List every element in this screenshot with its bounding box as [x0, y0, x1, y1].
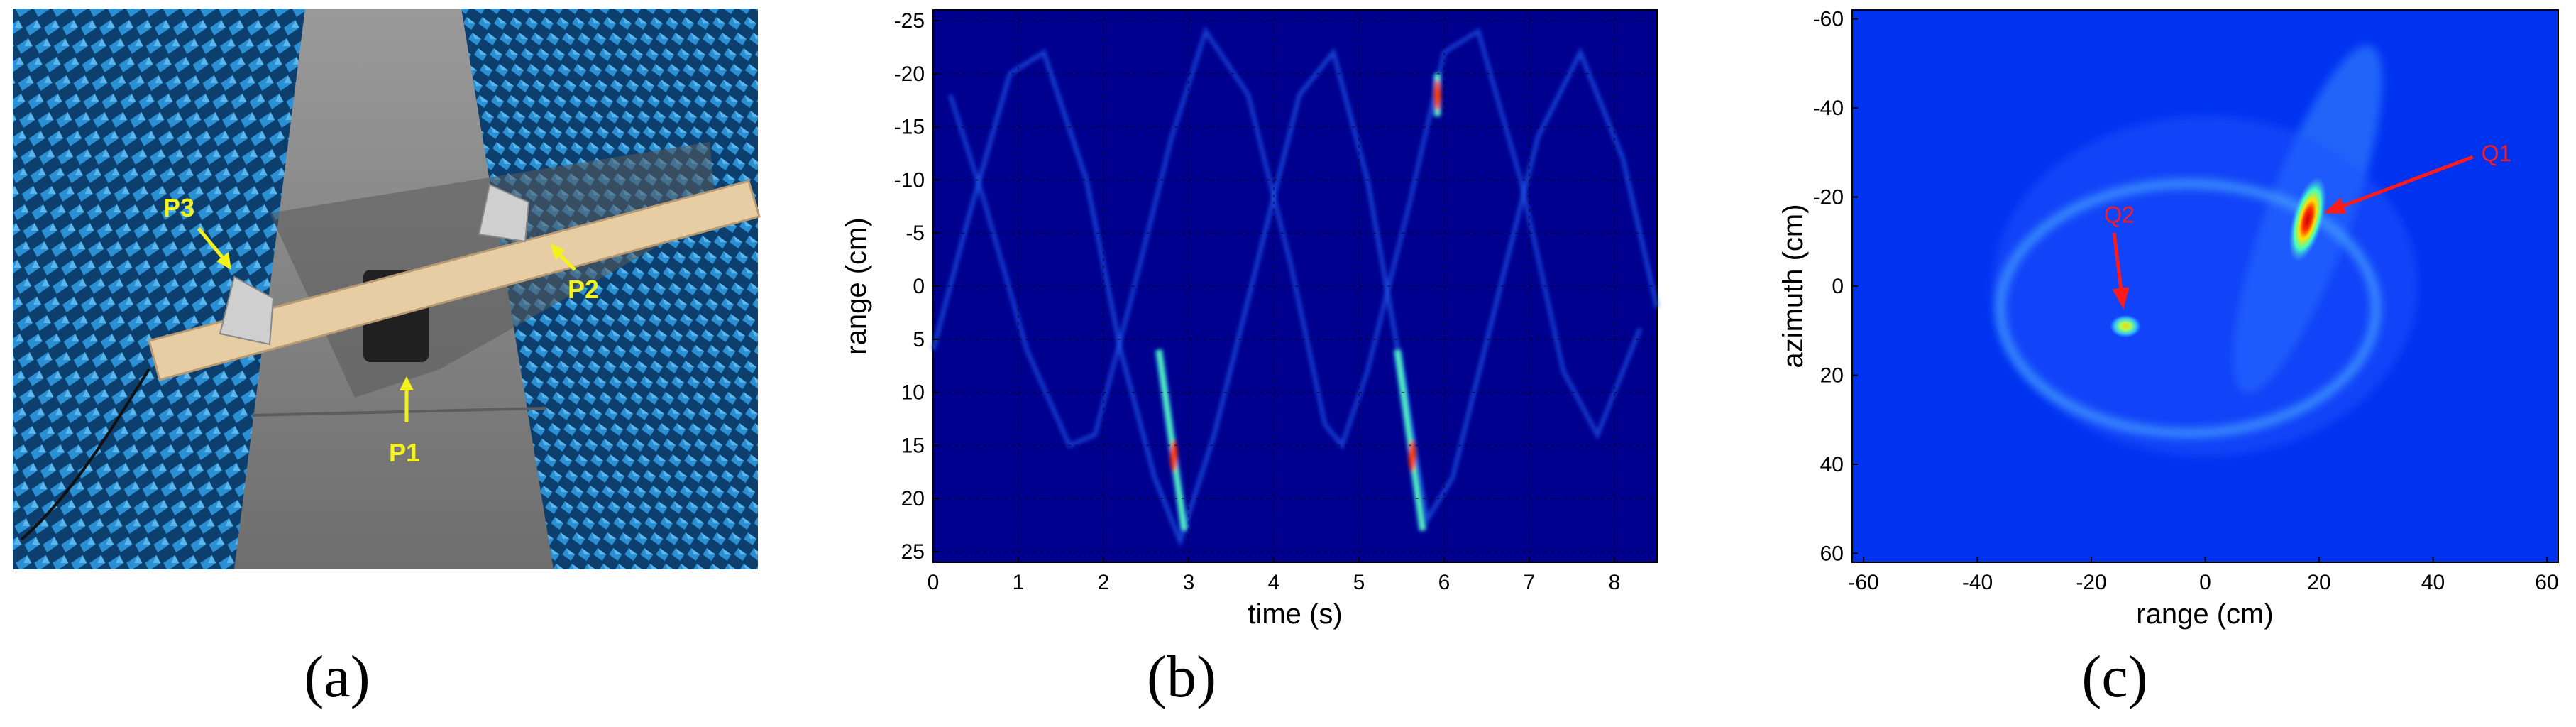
reflector-p3 — [219, 275, 275, 346]
y-axis-label: range (cm) — [841, 217, 872, 354]
label-q2: Q2 — [2104, 202, 2135, 228]
y-axis-label: azimuth (cm) — [1778, 204, 1809, 368]
arrow-q1 — [2336, 155, 2474, 210]
x-tick-label: 3 — [1183, 571, 1195, 594]
svg-text:P3: P3 — [163, 193, 194, 222]
x-tick-label: 0 — [2199, 571, 2211, 594]
x-tick-label: 2 — [1098, 571, 1110, 594]
range-time-chart: 0 1 2 3 4 5 6 7 8 -25 -20 -15 -10 -5 0 5 10 15 20 25 time … — [841, 9, 1659, 630]
y-tick-label: 0 — [913, 275, 925, 298]
caption-b: (b) — [1147, 644, 1216, 710]
svg-text:P2: P2 — [568, 275, 599, 304]
y-tick-label: -15 — [894, 116, 925, 139]
ring-outline — [1995, 178, 2382, 439]
motion-ring — [1995, 178, 2382, 439]
x-axis-ticks: 0 1 2 3 4 5 6 7 8 — [928, 557, 1621, 594]
y-tick-label: -10 — [894, 168, 925, 192]
y-tick-label: 5 — [913, 328, 925, 351]
y-axis-ticks: -60 -40 -20 0 20 40 60 — [1813, 8, 1858, 565]
y-tick-label: -20 — [894, 62, 925, 86]
x-tick-label: 0 — [928, 571, 940, 594]
hotspot-peak-2 — [1433, 79, 1441, 111]
x-tick-label: 40 — [2421, 571, 2445, 594]
x-tick-label: -20 — [2076, 571, 2106, 594]
label-p3: P3 — [163, 193, 231, 270]
x-tick-label: -60 — [1848, 571, 1878, 594]
y-tick-label: -25 — [894, 9, 925, 33]
y-tick-label: -20 — [1813, 186, 1844, 209]
experiment-photo: P3 P2 P1 — [13, 9, 761, 569]
reflector-p2 — [478, 183, 530, 243]
label-p2: P2 — [550, 244, 599, 304]
x-tick-label: 20 — [2307, 571, 2330, 594]
svg-text:P1: P1 — [389, 438, 420, 467]
hotspot-mid-1 — [1395, 349, 1425, 531]
y-tick-label: 25 — [901, 540, 925, 564]
caption-c: (c) — [2081, 644, 2148, 710]
photo-frame — [13, 9, 761, 569]
x-axis-label: time (s) — [1248, 598, 1342, 630]
label-q1: Q1 — [2482, 141, 2512, 166]
label-p1: P1 — [389, 376, 420, 467]
caption-a: (a) — [304, 644, 370, 710]
x-tick-label: 6 — [1438, 571, 1451, 594]
y-tick-label: 40 — [1820, 453, 1844, 476]
y-tick-label: 10 — [901, 381, 925, 405]
y-tick-label: 60 — [1820, 542, 1844, 565]
target-points — [2110, 176, 2327, 338]
hotspot-mid-0 — [1157, 349, 1187, 531]
y-tick-label: -60 — [1813, 8, 1844, 31]
x-tick-label: 60 — [2535, 571, 2558, 594]
y-axis-ticks: -25 -20 -15 -10 -5 0 5 10 15 20 25 — [894, 9, 939, 564]
y-tick-label: 0 — [1832, 275, 1844, 298]
track-1 — [931, 47, 1659, 547]
y-tick-label: -5 — [906, 222, 925, 245]
plank — [148, 180, 761, 381]
range-azimuth-chart: -60 -40 -20 0 20 40 60 -60 -40 -20 0 20 40 60 Q1 Q2 r… — [1778, 8, 2559, 630]
panel-b: 0 1 2 3 4 5 6 7 8 -25 -20 -15 -10 -5 0 5 10 15 20 25 time … — [823, 0, 1703, 723]
arrowhead-q1 — [2323, 197, 2347, 214]
cable — [20, 368, 150, 541]
arrow-q2 — [2112, 232, 2124, 296]
signal-tracks — [931, 26, 1659, 547]
hotspot-peak-1 — [1409, 440, 1416, 472]
signal-hotspots — [1155, 73, 1441, 531]
x-tick-label: 4 — [1268, 571, 1280, 594]
haze-center — [1992, 116, 2418, 457]
hotspot-peak-0 — [1170, 440, 1178, 472]
y-tick-label: 20 — [1820, 364, 1844, 387]
x-axis-ticks: -60 -40 -20 0 20 40 60 — [1848, 557, 2559, 594]
target-q2 — [2110, 315, 2142, 338]
arrowhead-q2 — [2112, 287, 2130, 310]
panel-c: -60 -40 -20 0 20 40 60 -60 -40 -20 0 20 40 60 Q1 Q2 r… — [1703, 0, 2576, 723]
x-axis-label: range (cm) — [2136, 598, 2273, 630]
x-tick-label: 5 — [1353, 571, 1365, 594]
x-tick-label: 8 — [1609, 571, 1621, 594]
grid-lines — [933, 10, 1657, 562]
annotations: Q1 Q2 — [2104, 141, 2511, 310]
x-tick-label: 1 — [1013, 571, 1025, 594]
x-tick-label: -40 — [1962, 571, 1993, 594]
x-tick-label: 7 — [1524, 571, 1536, 594]
track-0 — [948, 26, 1642, 450]
y-tick-label: -40 — [1813, 97, 1844, 120]
target-q1 — [2289, 176, 2327, 263]
y-tick-label: 15 — [901, 434, 925, 457]
panel-a: P3 P2 P1 (a) — [0, 0, 823, 723]
y-tick-label: 20 — [901, 487, 925, 510]
